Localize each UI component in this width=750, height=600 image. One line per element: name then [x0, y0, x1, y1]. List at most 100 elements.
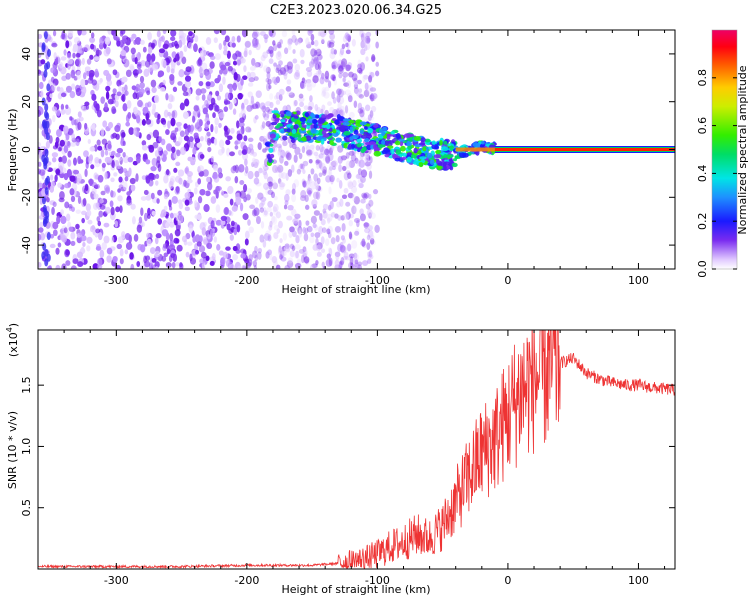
snr-marks [38, 330, 675, 569]
spectrogram-noise-blob [350, 154, 357, 162]
spectrogram-noise-blob [156, 30, 161, 38]
spectrogram-noise-blob [207, 146, 212, 153]
spectrogram-noise-blob [84, 66, 91, 72]
spectrogram-signal-blob [356, 138, 362, 144]
spectrogram-noise-blob [310, 168, 315, 175]
spectrogram-noise-blob [291, 143, 297, 150]
spectrogram-noise-blob [122, 151, 126, 158]
spectrogram-noise-blob [260, 196, 267, 202]
spectrogram-noise-blob [324, 70, 330, 80]
spectrogram-noise-blob [283, 204, 288, 210]
spectrogram-noise-blob [268, 181, 273, 190]
spectrogram-signal-blob [382, 126, 388, 131]
spectrogram-noise-blob [114, 220, 119, 228]
spectrogram-noise-blob [364, 104, 371, 112]
spectrogram-noise-blob [143, 189, 149, 196]
spectrogram-noise-blob [263, 182, 270, 190]
spectrogram-noise-blob [341, 165, 347, 171]
spectrogram-noise-blob [314, 63, 320, 71]
spectrogram-noise-blob [289, 226, 295, 233]
spectrogram-noise-blob [276, 44, 282, 49]
spectrogram-noise-blob [305, 66, 313, 72]
spectrogram-noise-blob [235, 249, 241, 254]
spectrogram-noise-blob [316, 177, 321, 185]
spectrogram-noise-blob [69, 188, 75, 196]
spectrogram-noise-blob [303, 105, 309, 111]
spectrogram-noise-blob [291, 188, 296, 195]
spectrogram-noise-blob [173, 57, 177, 63]
spectrogram-noise-blob [313, 210, 320, 216]
spectrogram-noise-blob [314, 104, 319, 112]
spectrogram-noise-blob [111, 150, 116, 156]
spectrogram-noise-blob [232, 98, 237, 104]
spectrogram-noise-blob [192, 146, 197, 155]
colorbar: 0.00.20.40.60.8 Normalized spectral ampl… [696, 29, 749, 278]
spectrogram-noise-blob [329, 39, 335, 45]
spectrogram-noise-blob [368, 225, 373, 231]
spectrogram-noise-blob [263, 172, 268, 178]
spectrogram-signal-blob [373, 150, 382, 157]
y-tick-label: 40 [20, 47, 33, 61]
spectrogram-noise-blob [348, 219, 353, 227]
spectrogram-noise-blob [237, 92, 243, 100]
spectrogram-noise-blob [244, 41, 251, 49]
spectrogram-noise-blob [302, 248, 308, 258]
spectrogram-noise-blob [107, 30, 112, 35]
spectrogram-noise-blob [167, 103, 173, 110]
spectrogram-noise-blob [175, 262, 180, 267]
spectrogram-noise-blob [144, 260, 151, 268]
spectrogram-noise-blob [171, 146, 176, 153]
spectrogram-noise-blob [351, 39, 356, 47]
spectrogram-noise-blob [192, 236, 196, 243]
spectrogram-noise-blob [366, 209, 373, 217]
x-tick-label: -100 [365, 574, 390, 587]
x-tick-label: 100 [628, 274, 649, 287]
spectrogram-noise-blob [105, 91, 110, 100]
spectrogram-signal-blob [269, 133, 276, 139]
spectrogram-noise-blob [287, 38, 293, 46]
spectrogram-noise-blob [358, 69, 363, 75]
spectrogram-noise-blob [104, 206, 111, 215]
spectrogram-noise-blob [229, 198, 234, 206]
spectrogram-noise-blob [262, 169, 268, 176]
spectrogram-noise-blob [272, 40, 276, 46]
spectrogram-signal-blob [407, 145, 413, 151]
spectrogram-noise-blob [125, 242, 133, 250]
spectrogram-edge-blob [41, 44, 46, 53]
spectrogram-noise-blob [327, 101, 332, 106]
spectrogram-noise-blob [104, 36, 111, 45]
spectrogram-noise-blob [206, 50, 210, 56]
spectrogram-noise-blob [236, 59, 242, 66]
spectrogram-noise-blob [111, 160, 115, 169]
spectrogram-edge-blob [43, 31, 48, 40]
spectrogram-noise-blob [184, 206, 190, 212]
spectrogram-noise-blob [225, 147, 231, 157]
spectrogram-noise-blob [184, 199, 190, 206]
spectrogram-noise-blob [38, 33, 43, 40]
spectrogram-noise-blob [321, 36, 325, 44]
spectrogram-noise-blob [310, 48, 317, 57]
spectrogram-noise-blob [262, 148, 267, 153]
spectrogram-noise-blob [238, 149, 243, 156]
spectrogram-noise-blob [315, 57, 321, 65]
spectrogram-noise-blob [138, 88, 145, 95]
spectrogram-noise-blob [198, 235, 203, 243]
spectrogram-noise-blob [363, 74, 369, 80]
spectrogram-noise-blob [73, 37, 81, 44]
spectrogram-noise-blob [243, 135, 248, 142]
spectrogram-noise-blob [86, 69, 90, 77]
spectrogram-noise-blob [227, 135, 233, 141]
spectrogram-noise-blob [223, 207, 230, 216]
spectrogram-noise-blob [179, 50, 184, 59]
spectrogram-noise-blob [309, 264, 314, 269]
spectrogram-noise-blob [210, 55, 216, 61]
x-tick-label: -200 [234, 274, 259, 287]
spectrogram-noise-blob [360, 240, 367, 247]
spectrogram-noise-blob [284, 200, 289, 206]
spectrogram-noise-blob [327, 80, 332, 89]
spectrogram-noise-blob [95, 183, 100, 190]
spectrogram-noise-blob [344, 32, 350, 40]
spectrogram-edge-blob [45, 132, 50, 141]
spectrogram-noise-blob [360, 106, 365, 114]
spectrogram-noise-blob [68, 226, 74, 232]
